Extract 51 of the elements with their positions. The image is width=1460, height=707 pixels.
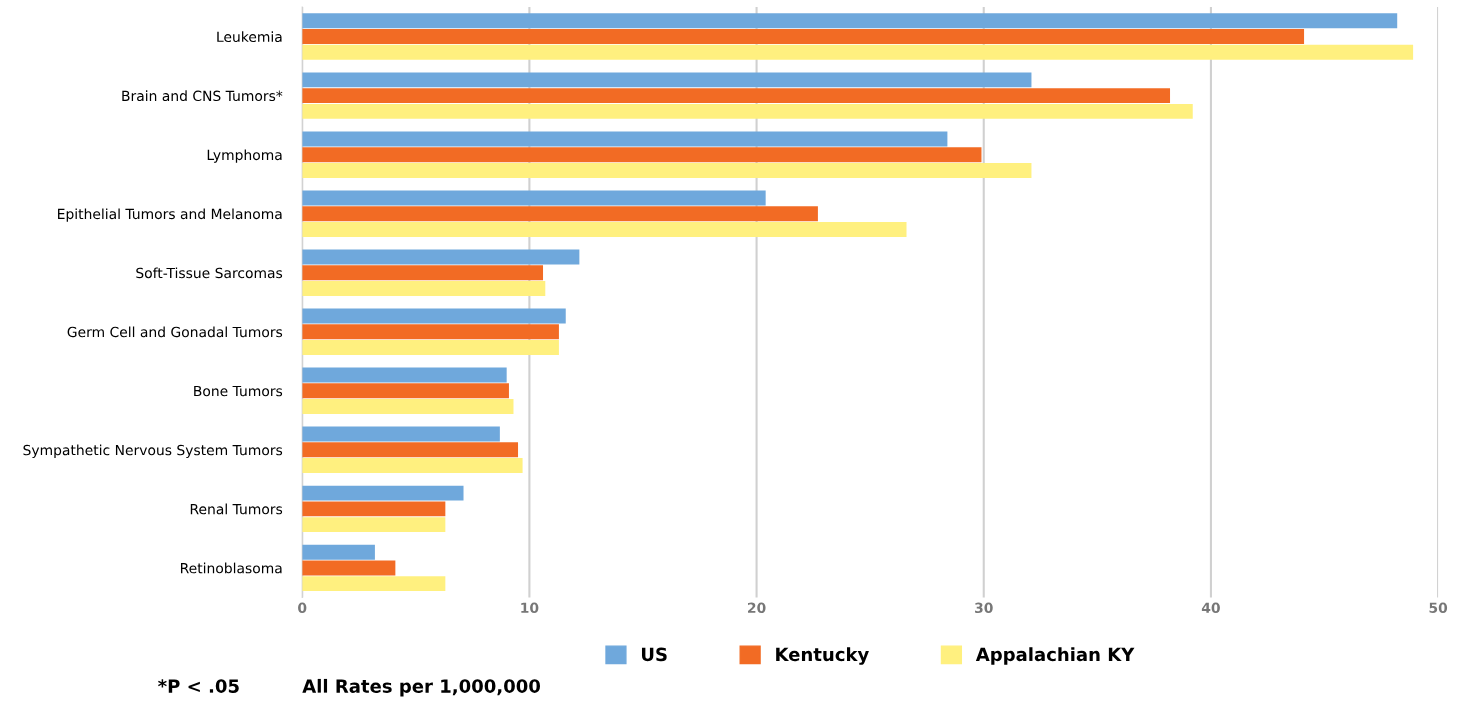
- legend-label: Appalachian KY: [975, 647, 1135, 665]
- bar: [302, 442, 519, 458]
- x-tick-label: 20: [748, 602, 766, 614]
- y-tick-label: Renal Tumors: [190, 503, 283, 515]
- bar: [302, 544, 375, 560]
- bar: [302, 29, 1305, 45]
- text: All Rates per 1,000,000: [302, 678, 541, 697]
- y-tick-label: Germ Cell and Gonadal Tumors: [67, 326, 283, 338]
- x-tick-label: 40: [1201, 602, 1220, 614]
- bar: [302, 458, 523, 474]
- bar: [302, 88, 1171, 104]
- bar: [302, 221, 907, 237]
- bar: [302, 249, 580, 265]
- bar: [302, 131, 948, 147]
- y-tick-label: Lymphoma: [207, 149, 282, 163]
- y-tick-label: Soft-Tissue Sarcomas: [136, 267, 283, 279]
- y-tick-label: Bone Tumors: [194, 385, 283, 397]
- bar: [302, 162, 1032, 178]
- text: *P < .05: [158, 679, 239, 693]
- bar: [302, 340, 559, 355]
- bar: [302, 501, 446, 517]
- x-tick-label: 10: [521, 602, 539, 614]
- x-tick-label: 0: [298, 602, 307, 614]
- bar: [302, 367, 507, 383]
- bar: [302, 147, 982, 163]
- legend-label: US: [641, 647, 667, 662]
- x-tick-label: 50: [1429, 602, 1448, 614]
- bar: [302, 13, 1398, 29]
- bar: [302, 426, 500, 442]
- bar: [302, 576, 446, 592]
- y-tick-label: Brain and CNS Tumors*: [122, 90, 283, 102]
- bar: [302, 72, 1032, 88]
- bar: [302, 485, 464, 501]
- bar: [302, 44, 1414, 60]
- legend-label: Kentucky: [776, 647, 869, 665]
- bar: [302, 280, 546, 296]
- y-tick-label: Leukemia: [217, 31, 282, 43]
- bar: [302, 308, 566, 324]
- bar: [302, 560, 396, 576]
- y-tick-label: Epithelial Tumors and Melanoma: [58, 208, 282, 222]
- y-tick-label: Retinoblasoma: [181, 562, 282, 574]
- bar: [302, 190, 766, 206]
- bar: [302, 265, 544, 281]
- x-tick-label: 30: [975, 602, 993, 614]
- bar: [302, 517, 446, 533]
- bar: [302, 103, 1193, 119]
- y-tick-label: Sympathetic Nervous System Tumors: [23, 444, 283, 458]
- bar: [302, 206, 818, 222]
- bar: [302, 383, 509, 399]
- bar: [302, 324, 559, 340]
- bar: [302, 399, 514, 415]
